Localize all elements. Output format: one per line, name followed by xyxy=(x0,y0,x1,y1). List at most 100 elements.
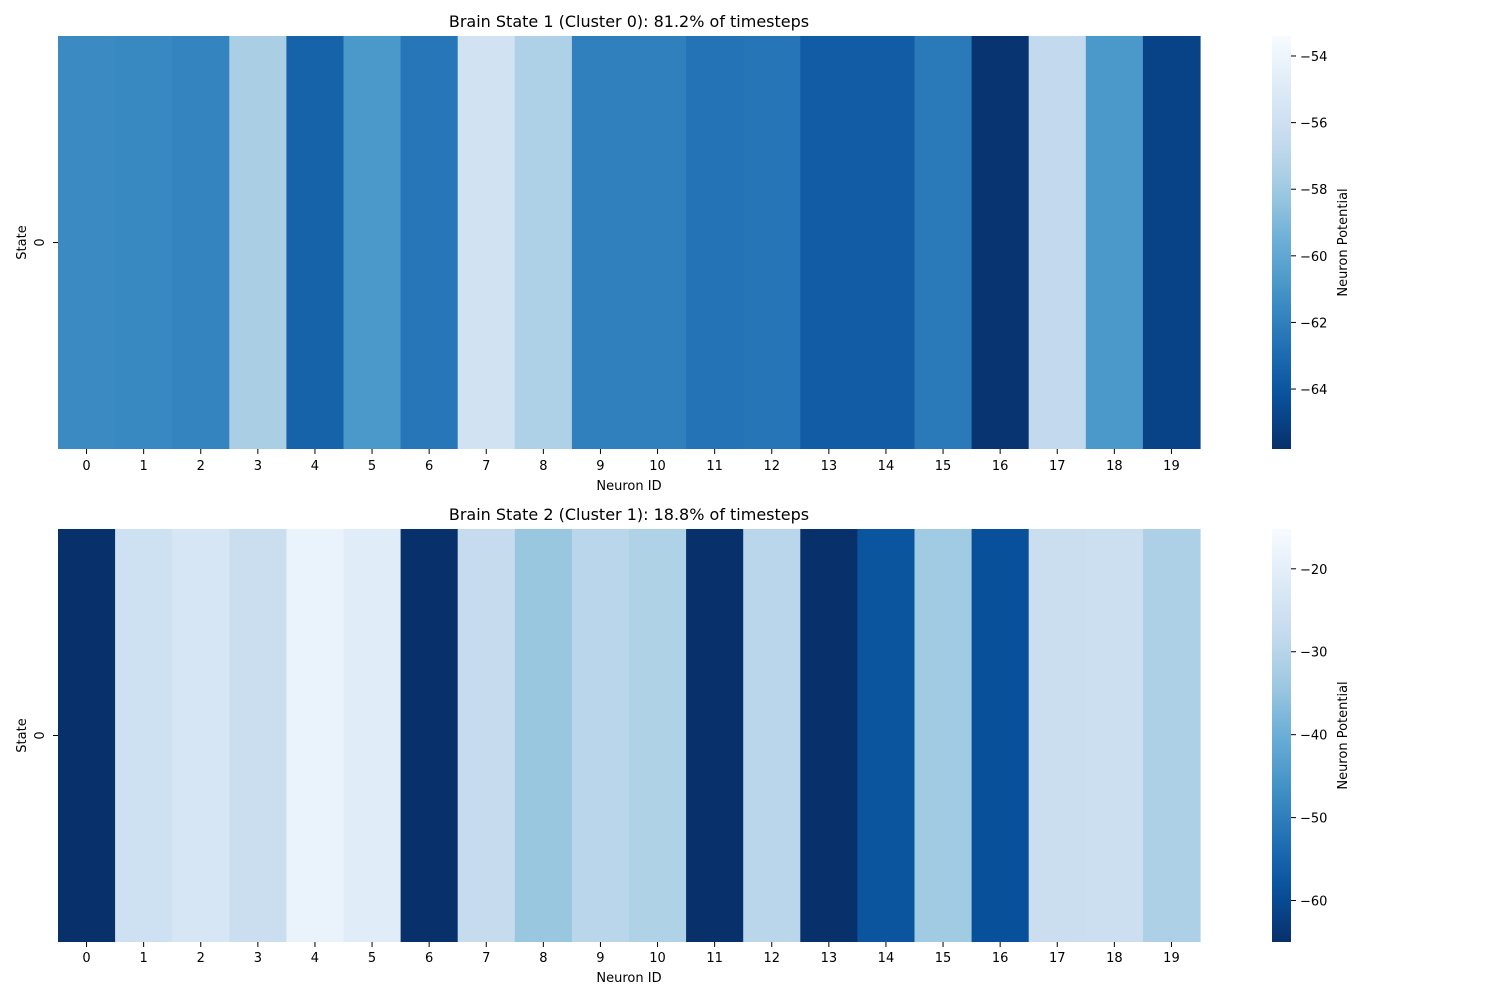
heatmap-cell xyxy=(58,36,116,449)
x-tick-label: 10 xyxy=(649,951,666,966)
y-tick-label: 0 xyxy=(33,731,48,739)
heatmap-cell xyxy=(115,529,173,942)
heatmap-cell xyxy=(1142,36,1201,449)
heatmap-cell xyxy=(743,529,801,942)
x-tick-label: 4 xyxy=(311,459,319,474)
heatmap-cell xyxy=(686,36,744,449)
heatmap-cell xyxy=(58,529,116,942)
x-tick-label: 0 xyxy=(82,459,90,474)
x-tick-label: 17 xyxy=(1049,951,1066,966)
x-tick-label: 3 xyxy=(254,951,262,966)
x-axis-label: Neuron ID xyxy=(596,479,661,494)
x-tick-label: 18 xyxy=(1106,951,1123,966)
colorbar xyxy=(1272,36,1291,449)
x-tick-label: 19 xyxy=(1163,951,1180,966)
x-tick-label: 14 xyxy=(878,459,895,474)
heatmap-cell xyxy=(514,36,573,449)
heatmap-cell xyxy=(400,529,459,942)
heatmap-cell xyxy=(743,36,801,449)
heatmap-cell xyxy=(286,529,345,942)
x-tick-label: 18 xyxy=(1106,459,1123,474)
x-tick-label: 14 xyxy=(878,951,895,966)
colorbar-tick-label: −40 xyxy=(1300,729,1327,744)
heatmap-cell xyxy=(800,36,858,449)
heatmap-cell xyxy=(971,36,1030,449)
x-tick-label: 4 xyxy=(311,951,319,966)
x-tick-label: 16 xyxy=(992,951,1009,966)
x-tick-label: 3 xyxy=(254,459,262,474)
colorbar-tick-label: −58 xyxy=(1300,183,1327,198)
y-axis-label: State xyxy=(15,718,30,752)
heatmap-cell xyxy=(800,529,858,942)
heatmap-cell xyxy=(571,529,630,942)
heatmap-cell xyxy=(229,529,287,942)
colorbar-tick-label: −62 xyxy=(1300,316,1327,331)
heatmap-cell xyxy=(343,36,402,449)
colorbar-tick-label: −50 xyxy=(1300,812,1327,827)
colorbar-tick-label: −60 xyxy=(1300,895,1327,910)
x-tick-label: 0 xyxy=(82,951,90,966)
heatmap-cell xyxy=(914,529,973,942)
x-tick-label: 6 xyxy=(425,951,433,966)
heatmap-cell xyxy=(1085,529,1144,942)
x-tick-label: 15 xyxy=(935,951,952,966)
heatmap-cell xyxy=(514,529,573,942)
heatmap-cell xyxy=(1142,529,1201,942)
x-tick-label: 1 xyxy=(140,459,148,474)
y-axis-label: State xyxy=(15,225,30,259)
x-tick-label: 5 xyxy=(368,951,376,966)
x-tick-label: 2 xyxy=(197,951,205,966)
heatmap-panel-1: Brain State 1 (Cluster 0): 81.2% of time… xyxy=(15,12,1351,494)
colorbar-tick-label: −20 xyxy=(1300,563,1327,578)
colorbar-label: Neuron Potential xyxy=(1336,188,1351,296)
x-tick-label: 7 xyxy=(482,459,490,474)
heatmap-cell xyxy=(1028,36,1087,449)
heatmap-cell xyxy=(229,36,287,449)
x-tick-label: 15 xyxy=(935,459,952,474)
x-tick-label: 1 xyxy=(140,951,148,966)
colorbar-tick-label: −64 xyxy=(1300,383,1327,398)
x-tick-label: 11 xyxy=(706,951,723,966)
y-tick-label: 0 xyxy=(33,238,48,246)
heatmap-cell xyxy=(457,529,516,942)
x-tick-label: 17 xyxy=(1049,459,1066,474)
x-tick-label: 16 xyxy=(992,459,1009,474)
heatmap-cell xyxy=(571,36,630,449)
heatmap-cell xyxy=(971,529,1030,942)
x-tick-label: 7 xyxy=(482,951,490,966)
heatmap-cell xyxy=(1085,36,1144,449)
colorbar-tick-label: −56 xyxy=(1300,117,1327,132)
x-tick-label: 13 xyxy=(821,459,838,474)
heatmap-cell xyxy=(1028,529,1087,942)
heatmap-cell xyxy=(857,36,916,449)
x-tick-label: 10 xyxy=(649,459,666,474)
colorbar-tick-label: −30 xyxy=(1300,646,1327,661)
heatmap-cell xyxy=(172,36,230,449)
colorbar-tick-label: −60 xyxy=(1300,250,1327,265)
x-tick-label: 6 xyxy=(425,459,433,474)
chart-title: Brain State 1 (Cluster 0): 81.2% of time… xyxy=(449,12,809,31)
heatmap-cell xyxy=(914,36,973,449)
x-tick-label: 9 xyxy=(596,951,604,966)
x-tick-label: 11 xyxy=(706,459,723,474)
heatmap-panel-2: Brain State 2 (Cluster 1): 18.8% of time… xyxy=(15,505,1351,986)
heatmap-cell xyxy=(629,36,687,449)
colorbar-label: Neuron Potential xyxy=(1336,681,1351,789)
heatmap-cell xyxy=(172,529,230,942)
chart-title: Brain State 2 (Cluster 1): 18.8% of time… xyxy=(449,505,809,524)
heatmap-cell xyxy=(857,529,916,942)
x-tick-label: 8 xyxy=(539,459,547,474)
heatmap-cell xyxy=(400,36,459,449)
x-tick-label: 2 xyxy=(197,459,205,474)
x-axis-label: Neuron ID xyxy=(596,971,661,986)
heatmap-cell xyxy=(286,36,345,449)
x-tick-label: 19 xyxy=(1163,459,1180,474)
x-tick-label: 9 xyxy=(596,459,604,474)
x-tick-label: 8 xyxy=(539,951,547,966)
heatmap-cell xyxy=(115,36,173,449)
x-tick-label: 5 xyxy=(368,459,376,474)
heatmap-cell xyxy=(686,529,744,942)
heatmap-cell xyxy=(629,529,687,942)
